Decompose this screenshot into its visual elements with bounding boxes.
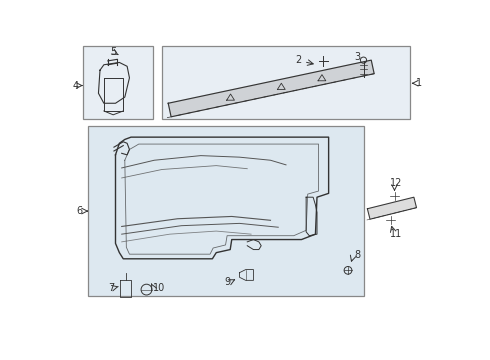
Bar <box>83 46 153 120</box>
Text: 8: 8 <box>354 250 360 260</box>
Text: 12: 12 <box>390 178 402 188</box>
Text: 11: 11 <box>390 229 402 239</box>
Text: 10: 10 <box>153 283 165 293</box>
Text: 4: 4 <box>72 81 78 91</box>
Text: 3: 3 <box>354 52 360 62</box>
Text: 6: 6 <box>77 206 83 216</box>
Bar <box>162 46 410 120</box>
Bar <box>88 126 364 296</box>
Text: 5: 5 <box>110 47 116 57</box>
Text: 9: 9 <box>224 277 230 287</box>
Polygon shape <box>368 197 416 219</box>
Text: 2: 2 <box>295 55 301 65</box>
Text: 7: 7 <box>108 283 114 293</box>
Polygon shape <box>168 60 374 117</box>
Text: 1: 1 <box>416 78 422 88</box>
